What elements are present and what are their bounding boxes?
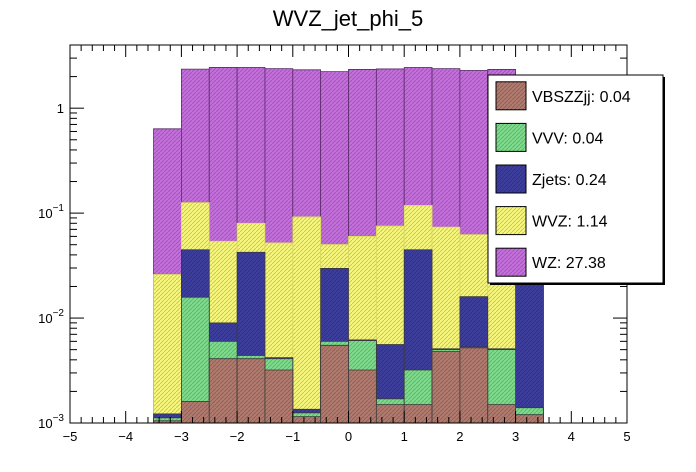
- bar-hatch-wvz-5: [292, 216, 321, 423]
- y-tick-exponent: −2: [53, 308, 65, 319]
- bar-hatch-vbszzjj-0: [153, 420, 182, 423]
- y-tick-label: 10−1: [38, 203, 64, 221]
- series-vbszzjj: [153, 344, 544, 423]
- legend-label-vvv: VVV: 0.04: [532, 130, 604, 147]
- bar-hatch-vbszzjj-10: [432, 351, 460, 423]
- bar-outline-zjets-3: [236, 251, 266, 423]
- x-tick-label: 0: [345, 429, 352, 444]
- x-tick-label: 3: [512, 429, 519, 444]
- y-tick-label: 10−2: [38, 308, 64, 326]
- x-tick-label: 1: [401, 429, 408, 444]
- bar-outline-vbszzjj-4: [264, 369, 294, 423]
- bar-outline-vbszzjj-11: [459, 347, 489, 423]
- y-tick-base: 10: [38, 416, 52, 431]
- bar-hatch-vbszzjj-5: [292, 416, 321, 423]
- x-tick-label: 2: [456, 429, 463, 444]
- bar-hatch-vbszzjj-3: [237, 358, 265, 423]
- bar-hatch-vbszzjj-12: [487, 404, 516, 423]
- legend-swatch-hatch-vvv: [496, 123, 526, 152]
- bar-hatch-vbszzjj-1: [181, 401, 210, 423]
- legend-label-zjets: Zjets: 0.24: [532, 172, 607, 189]
- chart-title: WVZ_jet_phi_5: [273, 6, 423, 31]
- y-tick-label: 1: [57, 101, 64, 116]
- x-tick-label: −3: [174, 429, 189, 444]
- bar-hatch-vbszzjj-6: [320, 345, 349, 423]
- legend-swatch-hatch-zjets: [496, 165, 526, 193]
- bar-hatch-vbszzjj-4: [264, 369, 293, 423]
- x-tick-label: −5: [63, 429, 78, 444]
- y-tick-exponent: −1: [53, 203, 65, 214]
- x-tick-label: −2: [230, 429, 245, 444]
- bar-outline-vbszzjj-7: [348, 369, 377, 423]
- histogram-bars: [153, 66, 544, 424]
- bar-hatch-vbszzjj-7: [348, 369, 377, 423]
- legend-swatch-hatch-vbszzjj: [496, 81, 526, 110]
- legend-label-wz: WZ: 27.38: [532, 255, 606, 272]
- bar-outline-zjets-9: [403, 249, 433, 423]
- bar-hatch-vbszzjj-8: [376, 404, 405, 423]
- x-tick-label: 5: [623, 429, 630, 444]
- x-tick-label: −4: [118, 429, 133, 444]
- legend-label-vbszzjj: VBSZZjj: 0.04: [532, 89, 631, 106]
- bar-hatch-vbszzjj-9: [404, 404, 433, 423]
- bar-hatch-wvz-0: [153, 274, 182, 423]
- y-tick-base: 10: [38, 311, 52, 326]
- y-tick-base: 10: [38, 206, 52, 221]
- bar-hatch-zjets-13: [515, 281, 544, 423]
- legend-swatch-hatch-wvz: [496, 206, 526, 235]
- legend: VBSZZjj: 0.04 VVV: 0.04 Zjets: 0.24 WVZ: 1.…: [487, 74, 665, 285]
- legend-label-wvz: WVZ: 1.14: [532, 214, 608, 231]
- bar-hatch-vbszzjj-11: [459, 347, 488, 423]
- x-tick-label: −1: [285, 429, 300, 444]
- y-tick-label: 10−3: [38, 413, 64, 431]
- y-tick-exponent: −3: [53, 413, 65, 424]
- bar-hatch-vbszzjj-2: [209, 358, 238, 423]
- bar-hatch-vbszzjj-13: [515, 414, 544, 423]
- x-tick-label: 4: [568, 429, 575, 444]
- legend-swatch-hatch-wz: [496, 248, 526, 277]
